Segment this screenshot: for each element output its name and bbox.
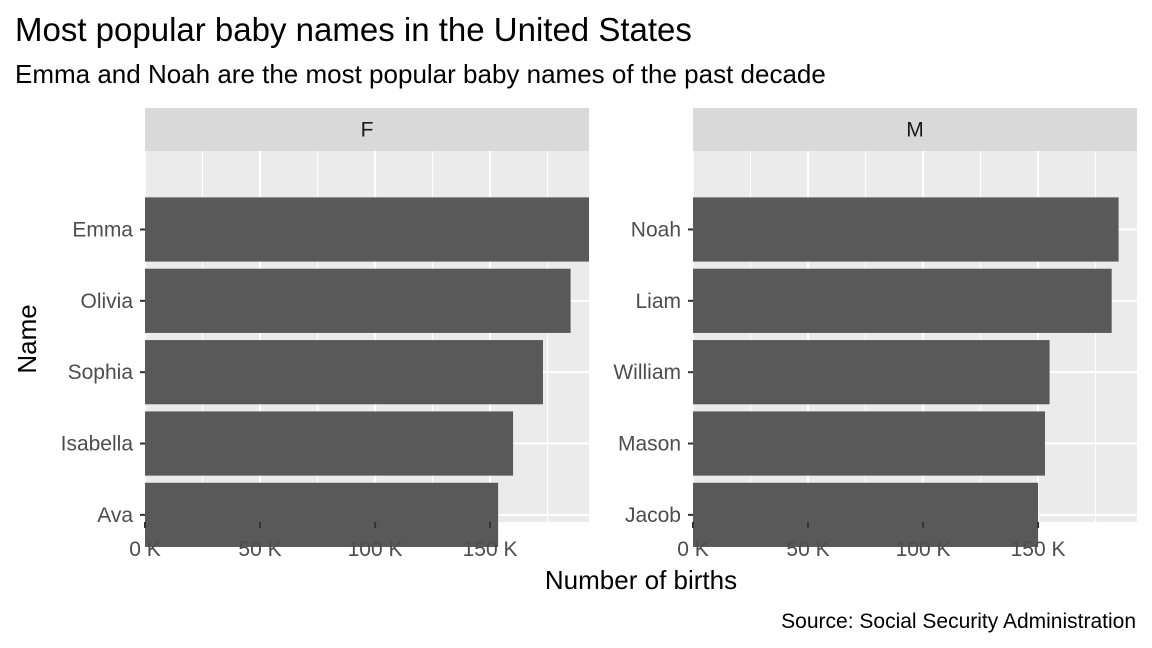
x-tick-label: 0 K: [129, 538, 161, 561]
facet-panel-m: M Noah Liam William Mason Jacob 0 K 50 K 100 K 15…: [613, 108, 1137, 561]
x-tick-label: 150 K: [1011, 538, 1066, 561]
facet-strip-label: M: [906, 119, 924, 142]
x-tick-label: 0 K: [677, 538, 709, 561]
y-axis-title: Name: [12, 304, 42, 373]
bar-william: [693, 340, 1050, 405]
bar-emma: [145, 197, 589, 262]
x-axis-title: Number of births: [545, 565, 737, 595]
chart-caption: Source: Social Security Administration: [781, 610, 1136, 633]
x-tick-label: 100 K: [896, 538, 951, 561]
bar-mason: [693, 411, 1045, 476]
y-tick-label: Isabella: [61, 433, 134, 456]
facet-strip: [145, 108, 589, 151]
x-tick-label: 100 K: [348, 538, 403, 561]
bar-ava: [145, 482, 499, 547]
bar-jacob: [693, 482, 1039, 547]
y-tick-label: Olivia: [80, 290, 133, 313]
chart-title: Most popular baby names in the United St…: [15, 11, 692, 48]
facet-panel-f: F Emma Olivia Sophia Isabella Ava 0 K 50 K 100 K…: [61, 108, 589, 561]
x-tick-label: 150 K: [463, 538, 518, 561]
y-tick-label: Liam: [635, 290, 681, 313]
y-tick-label: William: [613, 361, 681, 384]
facet-strip-label: F: [361, 119, 374, 142]
y-tick-label: Ava: [97, 504, 133, 527]
bar-liam: [693, 268, 1112, 333]
x-tick-label: 50 K: [786, 538, 829, 561]
y-tick-label: Sophia: [68, 361, 134, 384]
bar-noah: [693, 197, 1119, 262]
y-tick-label: Emma: [72, 218, 133, 241]
bar-isabella: [145, 411, 514, 476]
x-tick-label: 50 K: [238, 538, 281, 561]
y-tick-label: Jacob: [625, 504, 681, 527]
bar-sophia: [145, 340, 543, 405]
y-tick-label: Noah: [631, 218, 681, 241]
facet-panels: F Emma Olivia Sophia Isabella Ava 0 K 50 K 100 K…: [61, 108, 1137, 561]
facet-strip: [693, 108, 1137, 151]
y-tick-label: Mason: [618, 433, 681, 456]
chart-subtitle: Emma and Noah are the most popular baby …: [15, 59, 826, 89]
bar-olivia: [145, 268, 571, 333]
